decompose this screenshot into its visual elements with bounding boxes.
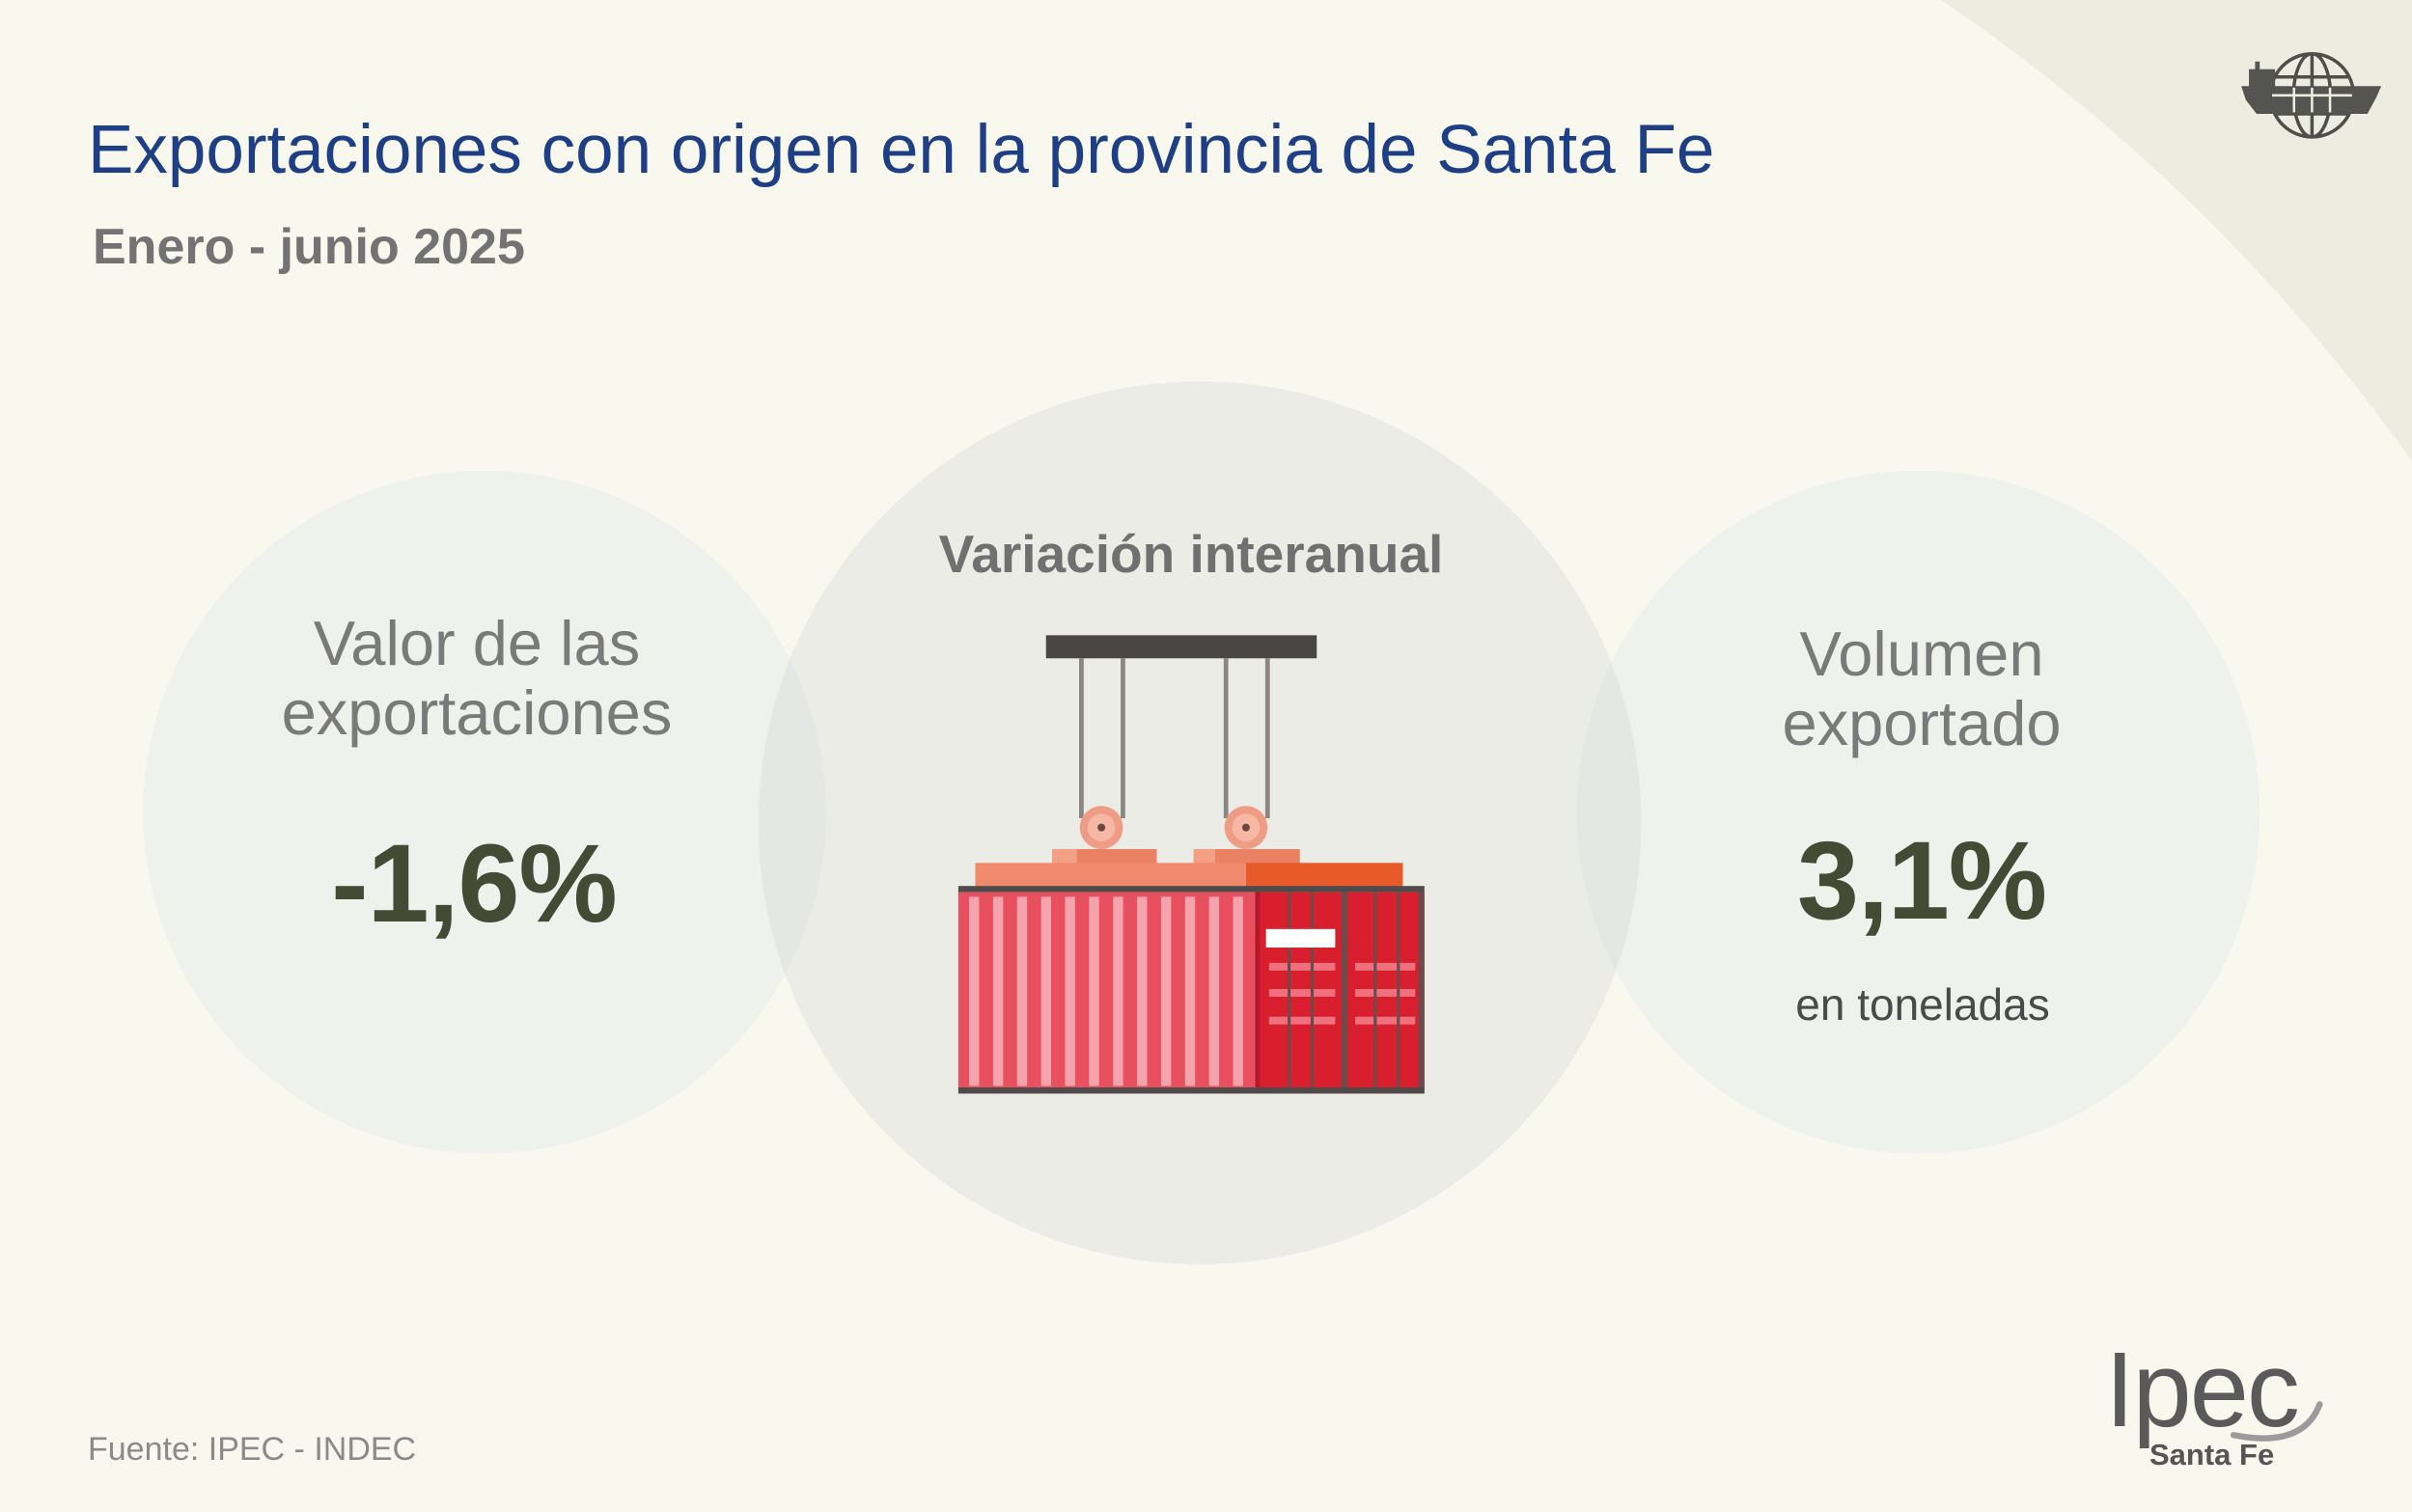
center-heading: Variación interanual xyxy=(938,524,1444,584)
shipping-container-icon xyxy=(957,635,1425,1094)
container-rim-left xyxy=(975,863,1246,888)
export-volume-label: Volumen exportado xyxy=(1632,619,2211,758)
export-volume-change: 3,1% xyxy=(1796,819,2047,943)
export-value-label-line2: exportaciones xyxy=(281,677,673,748)
export-value-label-line1: Valor de las xyxy=(313,608,641,678)
ipec-logo-tagline: Santa Fe xyxy=(2149,1438,2275,1471)
export-volume-unit-note: en toneladas xyxy=(1795,979,2050,1030)
globe-ship-icon xyxy=(2241,52,2382,139)
container-label xyxy=(1265,928,1336,948)
center-stat-circle xyxy=(758,381,1642,1265)
crane-cables xyxy=(1079,658,1270,819)
left-stat-circle xyxy=(143,470,826,1154)
container-body xyxy=(957,892,1259,1089)
pulley-left xyxy=(1079,806,1123,849)
container-door-bars xyxy=(1268,962,1416,1025)
page-title: Exportaciones con origen en la provincia… xyxy=(88,112,1715,188)
container-door-lines xyxy=(1287,892,1425,1089)
export-value-label: Valor de las exportaciones xyxy=(187,609,766,748)
logo-swoosh xyxy=(2230,1401,2323,1442)
right-stat-circle xyxy=(1576,470,2260,1154)
export-volume-label-line1: Volumen xyxy=(1799,619,2044,689)
export-volume-label-line2: exportado xyxy=(1782,688,2062,758)
source-note: Fuente: IPEC - INDEC xyxy=(88,1431,417,1468)
export-value-change: -1,6% xyxy=(331,822,617,946)
crane-bar xyxy=(1045,635,1317,659)
container-rim-right xyxy=(1245,863,1403,888)
pulley-right xyxy=(1224,806,1268,849)
container-stripes xyxy=(969,896,1243,1086)
corner-arc-shape xyxy=(1941,0,2412,462)
ipec-logo-wordmark: Ipec xyxy=(2105,1331,2300,1449)
period-subtitle: Enero - junio 2025 xyxy=(93,219,525,275)
